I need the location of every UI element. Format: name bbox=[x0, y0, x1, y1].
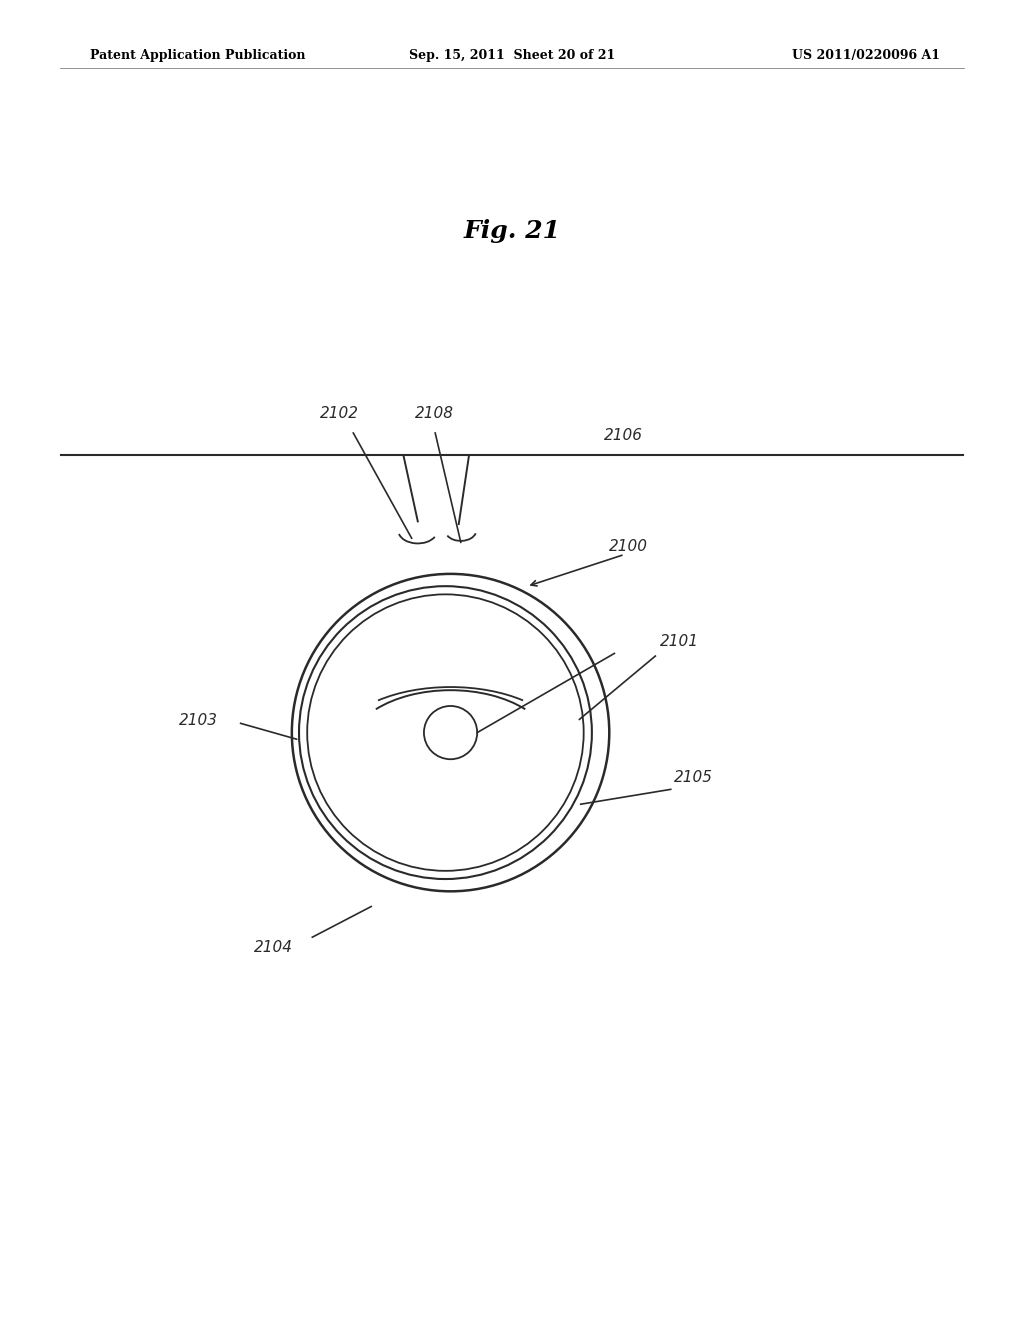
Text: 2105: 2105 bbox=[674, 770, 713, 785]
Text: 2102: 2102 bbox=[319, 405, 358, 421]
Text: US 2011/0220096 A1: US 2011/0220096 A1 bbox=[792, 49, 940, 62]
Text: Sep. 15, 2011  Sheet 20 of 21: Sep. 15, 2011 Sheet 20 of 21 bbox=[409, 49, 615, 62]
Text: 2103: 2103 bbox=[179, 713, 218, 729]
Text: Patent Application Publication: Patent Application Publication bbox=[90, 49, 305, 62]
Text: 2106: 2106 bbox=[604, 428, 643, 444]
Text: 2108: 2108 bbox=[415, 405, 454, 421]
Text: 2101: 2101 bbox=[659, 634, 698, 649]
Text: 2104: 2104 bbox=[254, 940, 293, 956]
Text: 2100: 2100 bbox=[609, 539, 648, 554]
Text: Fig. 21: Fig. 21 bbox=[464, 219, 560, 243]
